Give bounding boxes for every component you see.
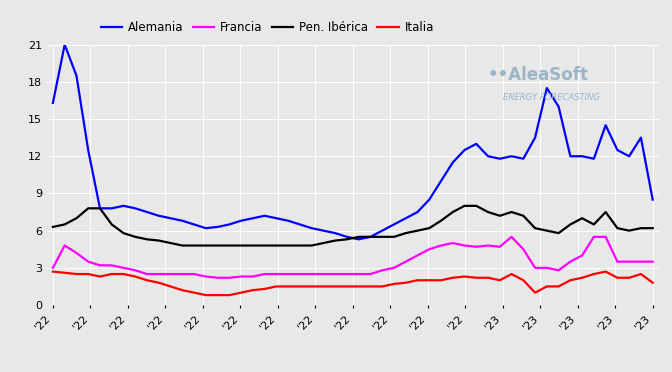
Text: ENERGY FORECASTING: ENERGY FORECASTING bbox=[503, 93, 599, 102]
Legend: Alemania, Francia, Pen. Ibérica, Italia: Alemania, Francia, Pen. Ibérica, Italia bbox=[96, 17, 439, 39]
Text: ••AleaSoft: ••AleaSoft bbox=[487, 66, 588, 84]
